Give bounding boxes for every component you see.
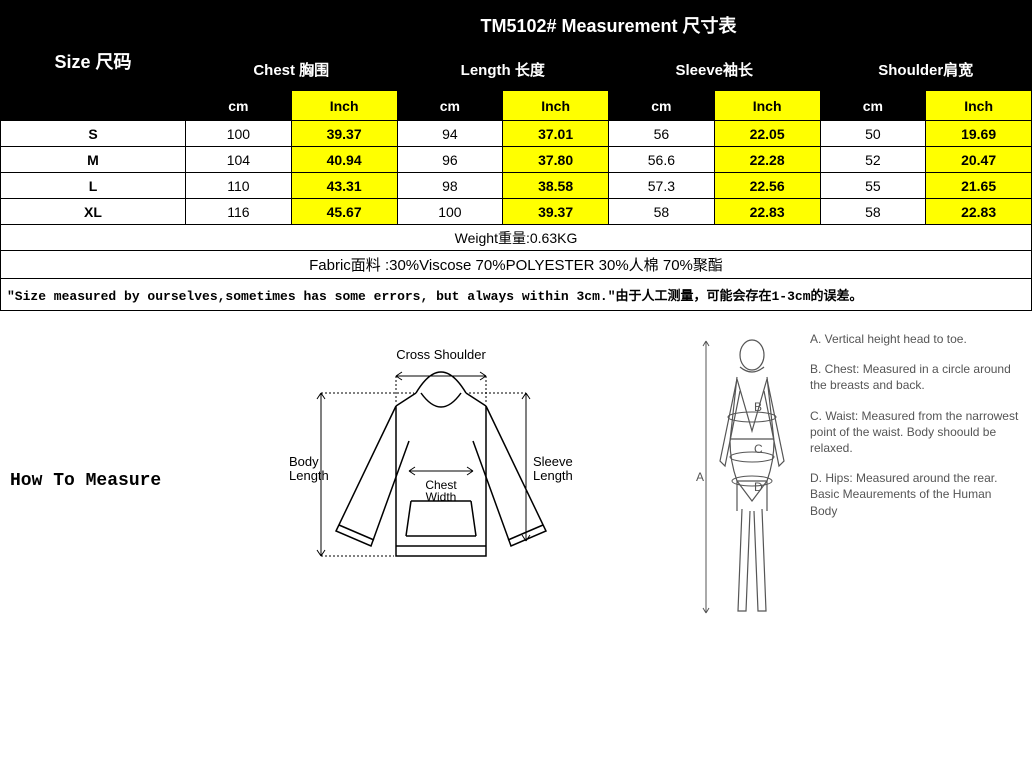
cell: 37.80 [503, 147, 609, 173]
how-to-measure-title: How To Measure [10, 331, 190, 491]
cell: 100 [186, 121, 292, 147]
size-name: M [1, 147, 186, 173]
col-chest: Chest 胸围 [186, 49, 398, 91]
cell: 22.28 [714, 147, 820, 173]
table-row: S 100 39.37 94 37.01 56 22.05 50 19.69 [1, 121, 1032, 147]
cell: 104 [186, 147, 292, 173]
cell: 22.83 [714, 199, 820, 225]
cell: 57.3 [609, 173, 715, 199]
size-chart-table: Size 尺码 TM5102# Measurement 尺寸表 Chest 胸围… [0, 0, 1032, 311]
svg-text:C: C [754, 442, 763, 456]
size-header: Size 尺码 [1, 1, 186, 121]
cell: 55 [820, 173, 926, 199]
body-guide-text: A. Vertical height head to toe. B. Chest… [802, 331, 1022, 636]
cell: 22.56 [714, 173, 820, 199]
cell: 40.94 [291, 147, 397, 173]
col-sleeve: Sleeve袖长 [609, 49, 821, 91]
table-row: XL 116 45.67 100 39.37 58 22.83 58 22.83 [1, 199, 1032, 225]
size-name: L [1, 173, 186, 199]
guide-d: D. Hips: Measured around the rear. Basic… [810, 470, 1022, 519]
cell: 37.01 [503, 121, 609, 147]
unit-cm: cm [186, 91, 292, 121]
cell: 56 [609, 121, 715, 147]
col-shoulder: Shoulder肩宽 [820, 49, 1032, 91]
cell: 52 [820, 147, 926, 173]
guide-a: A. Vertical height head to toe. [810, 331, 1022, 347]
cell: 110 [186, 173, 292, 199]
measurement-note: "Size measured by ourselves,sometimes ha… [1, 279, 1032, 311]
table-row: L 110 43.31 98 38.58 57.3 22.56 55 21.65 [1, 173, 1032, 199]
cell: 39.37 [503, 199, 609, 225]
fabric-info: Fabric面料 :30%Viscose 70%POLYESTER 30%人棉 … [1, 251, 1032, 279]
size-name: XL [1, 199, 186, 225]
cell: 39.37 [291, 121, 397, 147]
how-to-measure-section: How To Measure [0, 311, 1032, 646]
cell: 19.69 [926, 121, 1032, 147]
cell: 98 [397, 173, 503, 199]
guide-c: C. Waist: Measured from the narrowest po… [810, 408, 1022, 457]
unit-inch: Inch [291, 91, 397, 121]
guide-b: B. Chest: Measured in a circle around th… [810, 361, 1022, 393]
unit-cm: cm [820, 91, 926, 121]
cell: 38.58 [503, 173, 609, 199]
cell: 58 [609, 199, 715, 225]
cell: 116 [186, 199, 292, 225]
cell: 94 [397, 121, 503, 147]
cell: 56.6 [609, 147, 715, 173]
table-row: M 104 40.94 96 37.80 56.6 22.28 52 20.47 [1, 147, 1032, 173]
label-cross-shoulder: Cross Shoulder [396, 347, 486, 362]
label-sleeve-length: SleeveLength [533, 454, 573, 483]
cell: 22.83 [926, 199, 1032, 225]
cell: 50 [820, 121, 926, 147]
unit-inch: Inch [503, 91, 609, 121]
svg-text:D: D [754, 480, 763, 494]
cell: 100 [397, 199, 503, 225]
cell: 45.67 [291, 199, 397, 225]
body-diagram: A B C D [692, 331, 802, 631]
cell: 21.65 [926, 173, 1032, 199]
weight-info: Weight重量:0.63KG [1, 225, 1032, 251]
unit-inch: Inch [714, 91, 820, 121]
cell: 96 [397, 147, 503, 173]
col-length: Length 长度 [397, 49, 609, 91]
size-name: S [1, 121, 186, 147]
unit-cm: cm [609, 91, 715, 121]
cell: 22.05 [714, 121, 820, 147]
label-chest-width: ChestWidth [425, 478, 457, 504]
chart-title: TM5102# Measurement 尺寸表 [186, 1, 1032, 49]
cell: 43.31 [291, 173, 397, 199]
cell: 20.47 [926, 147, 1032, 173]
cell: 58 [820, 199, 926, 225]
svg-text:A: A [696, 470, 704, 484]
garment-diagram: Cross Shoulder BodyLength ChestWidth S [281, 331, 601, 631]
unit-inch: Inch [926, 91, 1032, 121]
label-body-length: BodyLength [289, 454, 329, 483]
unit-cm: cm [397, 91, 503, 121]
